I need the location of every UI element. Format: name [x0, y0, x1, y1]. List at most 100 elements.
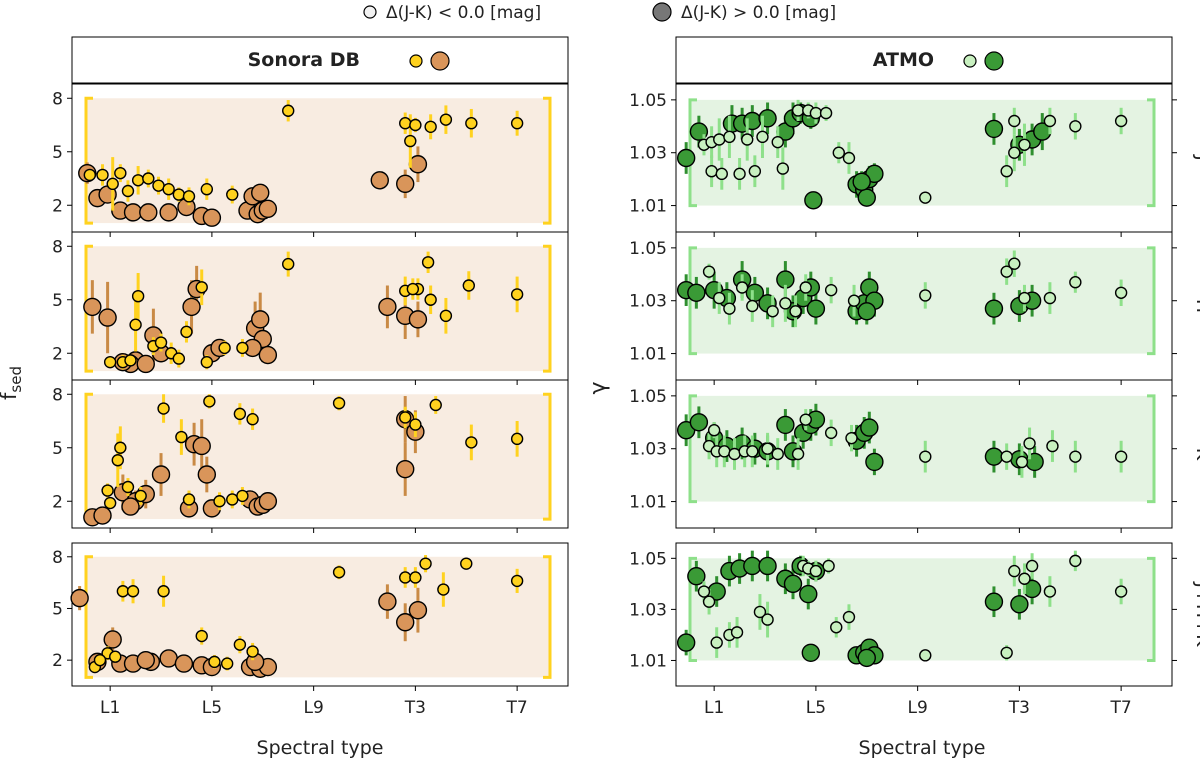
prior-band [86, 394, 550, 520]
legend-large-label: Δ(J-K) > 0.0 [mag] [681, 3, 836, 23]
data-point-small [409, 118, 422, 132]
data-point-small [236, 489, 249, 503]
data-point-small [1069, 554, 1082, 568]
data-point-small [1023, 437, 1036, 450]
data-point-large [258, 492, 278, 511]
sonora-panel-k: 2 5 8 [52, 379, 569, 533]
data-point-small [180, 325, 193, 339]
data-point-small [131, 174, 145, 187]
data-point-large [783, 574, 803, 594]
sonora-title-frame [71, 36, 569, 84]
y-tick-label: 8 [52, 548, 63, 568]
data-point-small [109, 650, 122, 663]
data-point-small [1018, 291, 1031, 305]
prior-bracket-left [688, 556, 697, 662]
data-point-large [743, 556, 762, 576]
data-point-small [460, 557, 473, 570]
y-tick-label: 1.03 [629, 440, 667, 460]
data-point-small [134, 489, 147, 503]
x-tick-label: T3 [404, 698, 426, 718]
data-point-small [1008, 257, 1021, 270]
y-tick-label: 1.03 [629, 292, 667, 312]
data-point-small [791, 447, 805, 461]
data-point-small [919, 289, 932, 302]
data-point-small [195, 629, 208, 643]
x-tick-label: T7 [1110, 698, 1132, 718]
data-point-small [175, 430, 188, 444]
data-point-small [723, 130, 736, 144]
prior-bracket-right [1147, 394, 1156, 504]
atmo-panel-h: 1.01 1.03 1.05 H [629, 231, 1200, 385]
data-point-small [103, 496, 117, 510]
data-point-small [756, 130, 769, 144]
data-point-small [106, 177, 119, 191]
data-point-small [713, 291, 726, 305]
data-point-small [437, 583, 450, 596]
data-point-large [857, 188, 876, 207]
data-point-small [172, 352, 186, 365]
data-point-small [157, 585, 170, 598]
data-point-small [822, 559, 835, 573]
data-point-small [195, 281, 208, 294]
atmo-ylabel: γ [586, 381, 611, 394]
x-tick-label: L5 [806, 698, 826, 718]
y-tick-label: 5 [52, 291, 63, 311]
sonora-title-small-marker [409, 54, 423, 68]
sonora-xlabel: Spectral type [257, 737, 384, 759]
data-point-large [396, 613, 415, 632]
y-tick-label: 2 [52, 492, 63, 512]
prior-bracket-left [688, 394, 697, 504]
data-point-small [1000, 165, 1013, 178]
prior-bracket-right [543, 392, 552, 521]
prior-bracket-right [543, 555, 552, 679]
data-point-small [404, 134, 417, 148]
y-tick-label: 2 [52, 196, 63, 216]
data-point-small [236, 341, 249, 355]
data-point-small [830, 621, 843, 634]
data-point-large [83, 297, 102, 317]
data-point-small [723, 302, 736, 315]
panels: 258258258258L1L5L9T3T71.011.031.05J1.011… [52, 83, 1200, 718]
data-point-small [510, 574, 524, 588]
data-point-small [203, 395, 216, 408]
data-point-small [218, 341, 231, 355]
band-label: H [1192, 299, 1200, 313]
data-point-small [730, 626, 744, 639]
data-point-large [804, 191, 823, 210]
data-point-large [857, 302, 876, 321]
atmo-panel-j: 1.01 1.03 1.05 J [629, 83, 1200, 237]
data-point-small [1069, 276, 1082, 289]
data-point-small [753, 605, 767, 619]
data-point-large [865, 452, 884, 472]
data-point-small [766, 305, 779, 318]
data-point-small [1025, 559, 1039, 573]
data-point-large [159, 203, 178, 222]
data-point-small [799, 413, 812, 426]
data-point-small [399, 571, 412, 584]
data-point-large [799, 584, 818, 604]
data-point-small [776, 162, 790, 175]
data-point-large [136, 650, 155, 670]
atmo-title-frame [675, 36, 1173, 84]
data-point-small [424, 293, 437, 306]
data-point-small [465, 117, 478, 130]
data-point-large [197, 465, 217, 484]
data-point-large [370, 171, 389, 190]
data-point-small [741, 133, 754, 146]
data-point-small [746, 299, 759, 313]
x-tick-label: T3 [1008, 698, 1030, 718]
data-point-small [1000, 450, 1013, 463]
data-point-small [93, 653, 107, 667]
band-label: J [1192, 154, 1200, 161]
data-point-small [845, 431, 858, 445]
data-point-small [842, 151, 856, 165]
data-point-large [139, 203, 158, 222]
data-point-large [852, 172, 871, 191]
y-tick-label: 1.05 [629, 91, 667, 111]
y-tick-label: 2 [52, 651, 63, 671]
data-point-small [111, 454, 124, 467]
data-point-small [771, 447, 784, 461]
data-point-small [713, 133, 726, 146]
data-point-small [103, 355, 117, 369]
data-point-large [984, 592, 1004, 611]
